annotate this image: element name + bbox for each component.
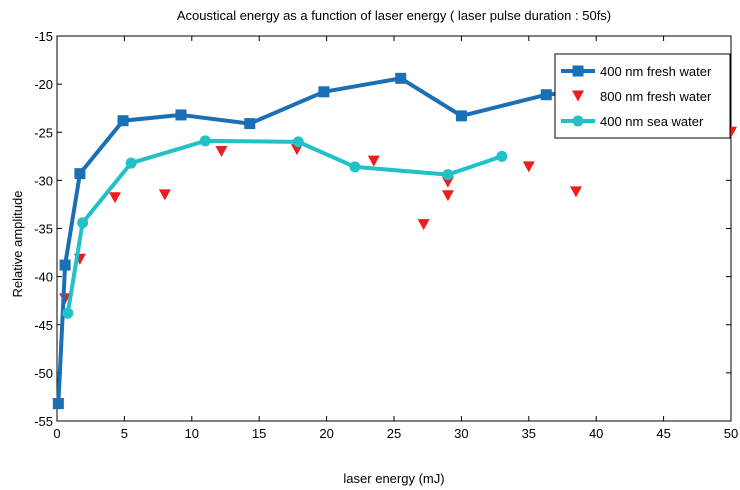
series-400-nm-sea-water bbox=[62, 135, 508, 319]
data-point bbox=[62, 307, 74, 319]
data-point bbox=[52, 398, 64, 410]
data-point bbox=[292, 136, 304, 148]
data-point bbox=[417, 219, 430, 231]
x-tick-label: 5 bbox=[121, 426, 128, 441]
data-point bbox=[199, 135, 211, 147]
legend: 400 nm fresh water 800 nm fresh water 400 … bbox=[554, 53, 731, 139]
legend-marker bbox=[572, 65, 584, 77]
y-tick-label: -30 bbox=[34, 173, 53, 188]
y-tick-label: -40 bbox=[34, 270, 53, 285]
legend-marker bbox=[572, 115, 584, 127]
data-point bbox=[117, 115, 129, 127]
x-tick-label: 25 bbox=[387, 426, 401, 441]
x-axis-title: laser energy (mJ) bbox=[343, 471, 444, 486]
y-axis-title: Relative amplitude bbox=[10, 191, 25, 298]
x-tick-label: 40 bbox=[589, 426, 603, 441]
data-point bbox=[108, 192, 121, 204]
y-tick-labels: -15 -20 -25 -30 -35 -40 -45 -50 -55 bbox=[34, 29, 53, 429]
data-point bbox=[175, 109, 187, 121]
legend-marker bbox=[572, 90, 584, 102]
data-point bbox=[77, 217, 89, 229]
y-tick-label: -45 bbox=[34, 318, 53, 333]
legend-box bbox=[554, 53, 731, 139]
series-400-nm-fresh-water bbox=[52, 72, 616, 410]
data-point bbox=[125, 157, 137, 169]
x-tick-label: 15 bbox=[252, 426, 266, 441]
data-point bbox=[441, 176, 454, 188]
data-point bbox=[569, 186, 582, 198]
data-point bbox=[522, 161, 535, 173]
data-point bbox=[74, 168, 86, 180]
legend-entry: 800 nm fresh water bbox=[600, 89, 712, 104]
legend-entry: 400 nm sea water bbox=[600, 114, 704, 129]
data-point bbox=[442, 169, 454, 181]
data-point bbox=[59, 259, 71, 271]
x-tick-labels: 0 5 10 15 20 25 30 35 40 45 50 bbox=[53, 426, 738, 441]
y-tick-label: -55 bbox=[34, 414, 53, 429]
y-tick-label: -25 bbox=[34, 125, 53, 140]
series-line bbox=[65, 138, 503, 314]
y-tick-label: -35 bbox=[34, 222, 53, 237]
series-layer bbox=[52, 72, 737, 410]
legend-entry: 400 nm fresh water bbox=[600, 64, 712, 79]
x-tick-label: 50 bbox=[724, 426, 738, 441]
data-point bbox=[455, 110, 467, 122]
x-tick-label: 35 bbox=[522, 426, 536, 441]
y-tick-label: -50 bbox=[34, 366, 53, 381]
x-tick-label: 30 bbox=[454, 426, 468, 441]
data-point bbox=[158, 189, 171, 201]
data-point bbox=[540, 89, 552, 101]
x-tick-label: 45 bbox=[656, 426, 670, 441]
data-point bbox=[496, 150, 508, 162]
data-point bbox=[395, 72, 407, 84]
axis-ticks bbox=[56, 35, 732, 422]
y-tick-label: -15 bbox=[34, 29, 53, 44]
data-point bbox=[244, 118, 256, 130]
data-point bbox=[318, 86, 330, 98]
data-point bbox=[215, 146, 228, 157]
chart-title: Acoustical energy as a function of laser… bbox=[177, 8, 611, 23]
data-point bbox=[349, 161, 361, 173]
data-point bbox=[367, 155, 380, 167]
y-tick-label: -20 bbox=[34, 77, 53, 92]
data-point bbox=[441, 190, 454, 202]
x-tick-label: 20 bbox=[319, 426, 333, 441]
x-tick-label: 10 bbox=[185, 426, 199, 441]
x-tick-label: 0 bbox=[53, 426, 60, 441]
